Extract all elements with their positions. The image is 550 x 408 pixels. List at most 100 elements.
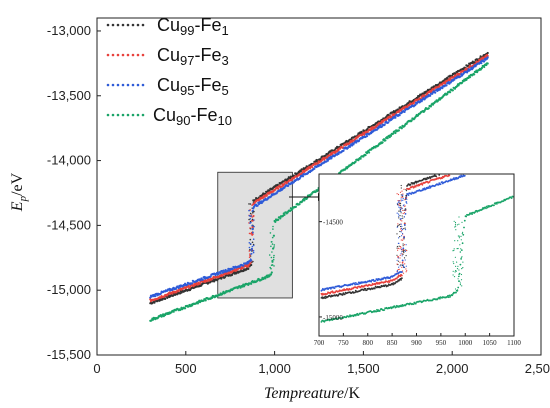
data-point bbox=[404, 229, 407, 231]
data-point bbox=[400, 198, 402, 200]
x-tick-label: 0 bbox=[93, 361, 100, 376]
data-point bbox=[251, 210, 254, 212]
data-point bbox=[479, 55, 482, 58]
data-point bbox=[216, 279, 219, 282]
data-point bbox=[400, 210, 402, 213]
data-point bbox=[441, 177, 443, 180]
inset-x-tick-label: 900 bbox=[411, 339, 422, 347]
data-point bbox=[301, 175, 305, 178]
data-point bbox=[449, 296, 451, 298]
data-point bbox=[493, 204, 495, 207]
data-point bbox=[402, 232, 404, 235]
data-point bbox=[398, 213, 400, 215]
data-point bbox=[453, 276, 456, 278]
data-point bbox=[402, 199, 404, 201]
data-point bbox=[460, 273, 463, 276]
legend-marker bbox=[116, 83, 120, 87]
data-point bbox=[269, 266, 272, 269]
data-point bbox=[399, 248, 401, 250]
data-point bbox=[409, 188, 411, 190]
data-point bbox=[398, 204, 400, 206]
data-point bbox=[272, 256, 275, 259]
data-point bbox=[448, 294, 451, 297]
data-point bbox=[400, 206, 402, 208]
data-point bbox=[348, 315, 351, 318]
data-point bbox=[271, 236, 274, 239]
data-point bbox=[211, 296, 214, 299]
data-point bbox=[397, 249, 399, 251]
data-point bbox=[483, 65, 486, 69]
data-point bbox=[429, 94, 432, 97]
data-point bbox=[394, 116, 397, 119]
data-point bbox=[353, 282, 356, 285]
legend-marker bbox=[141, 83, 145, 87]
data-point bbox=[316, 189, 319, 192]
data-point bbox=[253, 219, 255, 221]
data-point bbox=[387, 121, 390, 124]
data-point bbox=[401, 248, 403, 250]
data-point bbox=[400, 184, 402, 187]
data-point bbox=[400, 223, 402, 225]
legend-marker bbox=[136, 83, 140, 87]
data-point bbox=[249, 227, 251, 229]
data-point bbox=[461, 268, 463, 270]
data-point bbox=[249, 248, 251, 251]
data-point bbox=[398, 237, 400, 239]
legend-marker bbox=[141, 113, 145, 117]
data-point bbox=[404, 213, 407, 215]
data-point bbox=[311, 166, 314, 169]
data-point bbox=[404, 259, 406, 261]
data-point bbox=[374, 280, 377, 282]
data-point bbox=[250, 215, 252, 217]
data-point bbox=[401, 228, 403, 231]
data-point bbox=[396, 280, 399, 283]
data-point bbox=[502, 200, 505, 202]
data-point bbox=[459, 244, 461, 246]
data-point bbox=[396, 263, 398, 265]
data-point bbox=[414, 191, 417, 194]
data-point bbox=[402, 217, 404, 219]
data-point bbox=[456, 289, 459, 291]
data-point bbox=[459, 282, 461, 284]
data-point bbox=[444, 82, 447, 85]
data-point bbox=[421, 183, 424, 186]
data-point bbox=[398, 200, 400, 202]
highlight-region bbox=[217, 171, 293, 299]
inset-x-tick-label: 1100 bbox=[507, 339, 521, 347]
legend-marker bbox=[106, 53, 110, 57]
data-point bbox=[204, 299, 207, 302]
data-point bbox=[341, 294, 344, 296]
data-point bbox=[460, 279, 463, 281]
data-point bbox=[401, 271, 403, 273]
legend: Cu99-Fe1 Cu97-Fe3 Cu95-Fe5 Cu90-Fe10 bbox=[106, 15, 232, 128]
data-point bbox=[452, 177, 455, 180]
data-point bbox=[401, 230, 403, 232]
data-point bbox=[265, 194, 268, 197]
data-point bbox=[458, 216, 460, 218]
data-point bbox=[397, 110, 400, 113]
data-point bbox=[400, 196, 402, 198]
data-point bbox=[512, 195, 514, 198]
main-axis-ticks: 0 500 1,000 1,500 2,000 2,500 -13,000 -13,500 -1… bbox=[47, 23, 550, 376]
data-point bbox=[452, 270, 454, 272]
data-point bbox=[398, 206, 400, 208]
data-point bbox=[425, 178, 428, 181]
data-point bbox=[455, 225, 457, 227]
data-point bbox=[462, 231, 464, 233]
data-point bbox=[395, 277, 398, 280]
data-point bbox=[441, 181, 443, 183]
data-point bbox=[410, 119, 413, 122]
data-point bbox=[459, 263, 462, 266]
data-point bbox=[273, 246, 275, 248]
data-point bbox=[375, 128, 378, 131]
data-point bbox=[406, 270, 408, 272]
data-point bbox=[480, 66, 484, 69]
data-point bbox=[400, 225, 402, 228]
data-point bbox=[164, 297, 167, 300]
data-point bbox=[398, 242, 400, 244]
data-point bbox=[399, 204, 402, 206]
series-Cu95-Fe5 bbox=[149, 56, 489, 299]
data-point bbox=[249, 254, 251, 257]
data-point bbox=[403, 236, 405, 239]
